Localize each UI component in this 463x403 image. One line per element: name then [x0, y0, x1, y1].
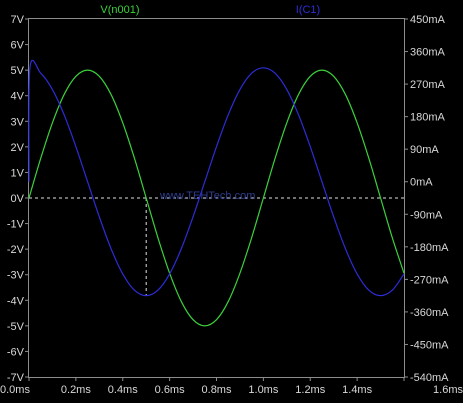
legend-label[interactable]: I(C1) [296, 4, 320, 16]
bottom-tick-label: 1.2ms [295, 384, 325, 396]
bottom-tick-label: 1.4ms [342, 384, 372, 396]
left-tick-label: -1V [7, 219, 25, 231]
left-tick-label: 3V [11, 116, 25, 128]
left-axis-ticks: 7V 6V 5V 4V 3V 2V 1V 0V -1V -2V -3V -4V -5V -6V -7V [7, 14, 29, 384]
left-tick-label: 2V [11, 142, 25, 154]
bottom-axis-ticks: 0.0ms 0.2ms 0.4ms 0.6ms 0.8ms 1.0ms 1.2ms 1.4ms… [0, 377, 463, 396]
bottom-tick-label: 0.8ms [202, 384, 232, 396]
left-tick-label: 1V [11, 167, 25, 179]
right-tick-label: -270mA [410, 274, 449, 286]
left-tick-label: -6V [7, 346, 25, 358]
left-tick-label: 0V [11, 193, 25, 205]
bottom-tick-label: 0.4ms [108, 384, 138, 396]
series-line-i-c1 [28, 59, 405, 297]
series-layer [28, 59, 405, 327]
bottom-tick-label: 0.2ms [61, 384, 91, 396]
right-tick-label: -360mA [410, 307, 449, 319]
right-tick-label: 0mA [410, 177, 433, 189]
right-tick-label: 450mA [410, 14, 446, 26]
left-tick-label: -2V [7, 244, 25, 256]
left-tick-label: 6V [11, 40, 25, 52]
right-tick-label: 180mA [410, 112, 446, 124]
right-tick-label: 360mA [410, 47, 446, 59]
right-tick-label: 270mA [410, 79, 446, 91]
legend-label[interactable]: V(n001) [100, 4, 139, 16]
left-tick-label: -3V [7, 270, 25, 282]
zero-reference-lines [29, 197, 404, 296]
bottom-tick-label: 1.6ms [433, 384, 463, 396]
left-tick-label: 7V [11, 14, 25, 26]
legend: V(n001) I(C1) [100, 4, 320, 16]
bottom-tick-label: 1.0ms [248, 384, 278, 396]
bottom-tick-label: 0.6ms [155, 384, 185, 396]
watermark-text: www.TEHTech.com [159, 190, 255, 202]
right-tick-label: -90mA [410, 209, 443, 221]
right-tick-label: -540mA [410, 372, 449, 384]
left-tick-label: 5V [11, 65, 25, 77]
right-tick-label: 90mA [410, 144, 439, 156]
left-tick-label: -4V [7, 295, 25, 307]
left-tick-label: 4V [11, 91, 25, 103]
right-tick-label: -450mA [410, 339, 449, 351]
bottom-tick-label: 0.0ms [0, 384, 30, 396]
left-tick-label: -5V [7, 321, 25, 333]
right-tick-label: -180mA [410, 242, 449, 254]
series-line-v-n001 [28, 69, 405, 327]
right-axis-ticks: 450mA 360mA 270mA 180mA 90mA 0mA -90mA -180mA -2… [404, 14, 449, 384]
left-tick-label: -7V [7, 372, 25, 384]
